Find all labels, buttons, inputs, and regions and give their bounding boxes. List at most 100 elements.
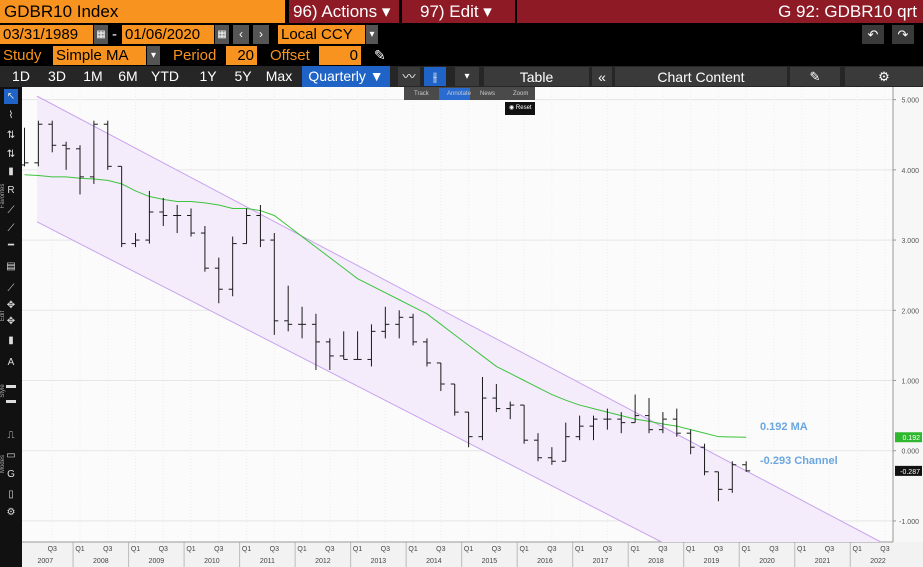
tool-icon[interactable]: ━ — [7, 240, 15, 251]
x-tick-label: Q3 — [825, 546, 834, 553]
tool-icon[interactable]: G — [7, 469, 15, 480]
offset-label: Offset — [270, 47, 310, 64]
x-tick-label: Q1 — [408, 546, 417, 553]
period-button[interactable]: YTD — [151, 68, 179, 84]
tool-icon[interactable]: ▯ — [8, 489, 14, 500]
x-tick-label: Q3 — [769, 546, 778, 553]
tool-icon[interactable]: ▮ — [8, 166, 14, 177]
x-tick-label: Q1 — [75, 546, 84, 553]
sidebar-section-label: Style — [0, 384, 6, 398]
annotate-button[interactable]: ✎ — [790, 67, 840, 86]
tool-icon[interactable]: ⚙ — [6, 507, 16, 518]
value-marker — [895, 432, 922, 443]
moving-average-line — [24, 174, 747, 438]
frequency-button[interactable]: Quarterly ▼ — [302, 66, 390, 87]
tool-icon[interactable]: ▤ — [6, 261, 16, 272]
y-tick-label: 1.000 — [901, 379, 919, 386]
y-tick-label: 3.000 — [901, 238, 919, 245]
period-field[interactable]: 20 — [226, 46, 257, 65]
chart: 5.000 4.000 3.000 2.000 1.000 0.000 -1.000 Q3 Q1… — [0, 87, 923, 567]
actions-menu[interactable]: 96) Actions ▾ — [289, 0, 399, 23]
tooltip-item[interactable]: News — [480, 91, 496, 97]
tool-icon[interactable]: ▬ — [6, 395, 16, 406]
x-tick-label: Q1 — [297, 546, 306, 553]
redo-button[interactable]: ↷ — [892, 25, 914, 44]
y-tick-label: 4.000 — [901, 168, 919, 175]
calendar-button[interactable]: ▦ — [215, 25, 229, 44]
tool-icon[interactable]: ⟋ — [7, 205, 15, 216]
x-year-label: 2016 — [537, 558, 553, 565]
x-tick-label: Q3 — [714, 546, 723, 553]
x-tick-label: Q3 — [603, 546, 612, 553]
calendar-button[interactable]: ▦ — [94, 25, 108, 44]
chart-content-label: Chart Content — [657, 69, 745, 85]
period-button[interactable]: Max — [265, 68, 293, 84]
bar-chart-button[interactable]: ⫲ — [424, 67, 446, 86]
study-field[interactable]: Simple MA — [53, 46, 146, 65]
y-tick-label: 2.000 — [901, 308, 919, 315]
channel-line — [36, 95, 882, 542]
tooltip-item[interactable]: Track — [414, 91, 429, 97]
table-button[interactable]: Table — [484, 67, 589, 86]
tool-icon[interactable]: ⇅ — [6, 149, 16, 160]
offset-field[interactable]: 0 — [319, 46, 361, 65]
tool-icon[interactable]: ⟋ — [7, 223, 15, 234]
reset-button[interactable]: ◉ Reset — [505, 102, 535, 115]
tool-icon[interactable]: ▮ — [8, 335, 14, 346]
tool-icon[interactable]: ✥ — [6, 316, 16, 327]
prev-button[interactable]: ‹ — [233, 25, 249, 44]
tool-icon[interactable]: ▭ — [6, 450, 16, 461]
next-button[interactable]: › — [253, 25, 269, 44]
function-title: G 92: GDBR10 qrt — [778, 2, 917, 21]
period-button[interactable]: 6M — [118, 68, 138, 84]
x-tick-label: Q3 — [48, 546, 57, 553]
tool-icon[interactable]: ⌇ — [8, 110, 14, 121]
chart-type-dropdown[interactable]: ▾ — [455, 67, 479, 86]
date-separator: - — [112, 26, 117, 43]
pencil-icon[interactable]: ✎ — [374, 47, 386, 63]
x-year-label: 2017 — [593, 558, 609, 565]
tool-icon[interactable]: ⟋ — [7, 283, 15, 294]
x-year-label: 2011 — [260, 558, 275, 565]
x-tick-label: Q3 — [658, 546, 667, 553]
sidebar-section-label: Edit — [0, 310, 6, 322]
y-tick-label: 0.000 — [901, 449, 919, 456]
tool-icon[interactable]: ✥ — [6, 300, 16, 311]
start-date[interactable]: 03/31/1989 — [0, 25, 93, 44]
y-tick-label: 5.000 — [901, 98, 919, 105]
tool-icon[interactable]: ⎍ — [7, 430, 15, 441]
tool-icon[interactable]: A — [7, 357, 15, 368]
x-year-label: 2010 — [204, 558, 220, 565]
dropdown-button[interactable]: ▾ — [147, 46, 160, 65]
edit-menu[interactable]: 97) Edit ▾ — [402, 0, 515, 23]
x-tick-label: Q3 — [214, 546, 223, 553]
line-chart-button[interactable]: 〰 — [398, 67, 420, 86]
x-year-label: 2014 — [426, 558, 442, 565]
period-button[interactable]: 1Y — [199, 68, 217, 84]
x-tick-label: Q1 — [575, 546, 584, 553]
end-date[interactable]: 01/06/2020 — [122, 25, 214, 44]
collapse-button[interactable]: « — [592, 67, 612, 86]
period-button[interactable]: 1M — [83, 68, 103, 84]
period-button[interactable]: 1D — [12, 68, 30, 84]
tool-icon[interactable]: ▬ — [6, 380, 16, 391]
ticker-field[interactable]: GDBR10 Index — [0, 0, 285, 23]
plot — [22, 95, 882, 542]
tool-icon[interactable]: R — [7, 185, 15, 196]
tooltip-item[interactable]: Zoom — [513, 91, 529, 97]
x-year-label: 2021 — [815, 558, 831, 565]
tool-icon[interactable]: ⇅ — [6, 130, 16, 141]
undo-button[interactable]: ↶ — [862, 25, 884, 44]
tooltip-item[interactable]: Annotate — [439, 88, 471, 100]
annotation: -0.293 Channel — [760, 455, 838, 467]
x-tick-label: Q3 — [325, 546, 334, 553]
settings-button[interactable]: ⚙ — [845, 67, 923, 86]
period-button[interactable]: 3D — [48, 68, 66, 84]
tool-icon[interactable]: ↖ — [4, 89, 18, 104]
currency-field[interactable]: Local CCY — [278, 25, 365, 44]
chart-content-button[interactable]: Chart Content — [615, 67, 787, 86]
x-year-label: 2008 — [93, 558, 109, 565]
period-button[interactable]: 5Y — [234, 68, 252, 84]
dropdown-button[interactable]: ▾ — [366, 25, 378, 44]
